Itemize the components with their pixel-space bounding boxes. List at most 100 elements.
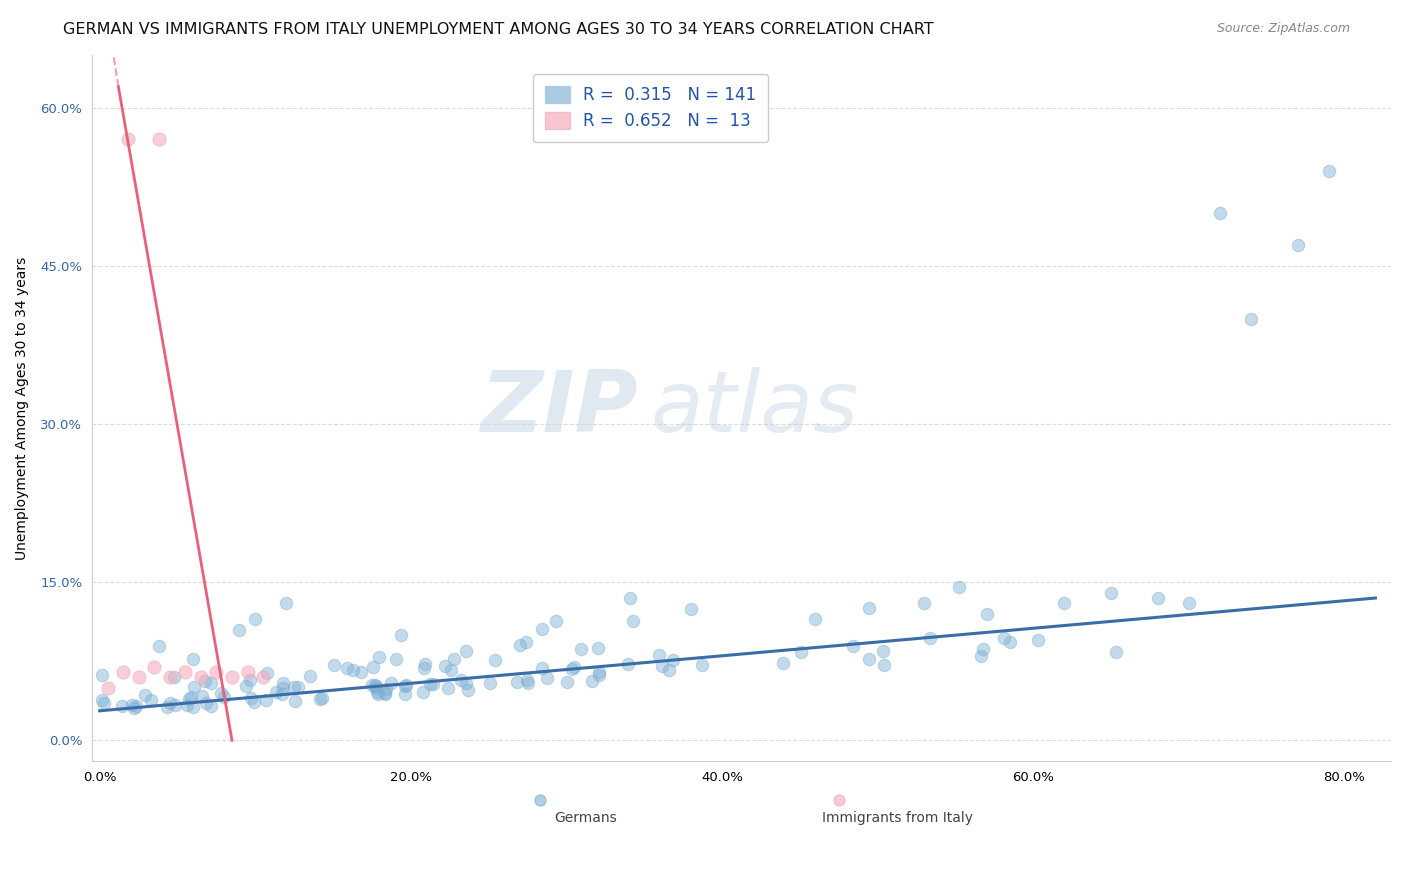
Point xyxy=(181,652,204,666)
Point xyxy=(311,691,333,706)
Point xyxy=(690,658,713,673)
Point xyxy=(569,641,592,656)
Point xyxy=(394,687,416,701)
Point xyxy=(391,628,413,642)
Legend: R =  0.315   N = 141, R =  0.652   N =  13: R = 0.315 N = 141, R = 0.652 N = 13 xyxy=(533,74,768,142)
Point xyxy=(90,693,112,707)
Point xyxy=(437,681,460,695)
Point xyxy=(948,581,970,595)
Point xyxy=(588,667,610,681)
Point xyxy=(322,658,344,673)
Point xyxy=(1317,164,1340,178)
Point xyxy=(433,659,456,673)
Text: Germans: Germans xyxy=(554,811,617,825)
Point xyxy=(619,591,641,605)
Point xyxy=(177,691,200,706)
Point xyxy=(658,663,681,677)
Point xyxy=(1000,635,1022,649)
Point xyxy=(128,670,150,684)
Point xyxy=(200,698,222,713)
Point xyxy=(336,661,359,675)
Point xyxy=(212,690,235,705)
Y-axis label: Unemployment Among Ages 30 to 34 years: Unemployment Among Ages 30 to 34 years xyxy=(15,257,30,560)
Point xyxy=(350,665,373,679)
Point xyxy=(284,694,307,708)
Point xyxy=(530,622,553,636)
Point xyxy=(96,681,118,695)
Point xyxy=(163,670,186,684)
Point xyxy=(148,639,170,653)
Point xyxy=(536,672,558,686)
Point xyxy=(209,685,232,699)
Point xyxy=(271,676,294,690)
Text: Source: ZipAtlas.com: Source: ZipAtlas.com xyxy=(1216,22,1350,36)
Point xyxy=(647,648,669,662)
Point xyxy=(546,614,568,628)
Point xyxy=(858,601,880,615)
Point xyxy=(872,643,894,657)
Point xyxy=(256,665,278,680)
Point xyxy=(385,652,408,666)
Point xyxy=(509,638,531,652)
Point xyxy=(772,657,794,671)
Point xyxy=(159,670,181,684)
Point xyxy=(205,665,228,679)
Point xyxy=(1146,591,1168,605)
Point xyxy=(588,665,610,680)
Point xyxy=(245,612,267,626)
Point xyxy=(298,669,321,683)
Point xyxy=(581,673,603,688)
Point xyxy=(374,686,396,700)
Point xyxy=(364,678,387,692)
Point xyxy=(125,698,148,713)
Point xyxy=(918,631,941,645)
Point xyxy=(515,634,537,648)
Point xyxy=(873,657,896,672)
Point xyxy=(121,698,143,713)
Point xyxy=(621,614,644,628)
Text: GERMAN VS IMMIGRANTS FROM ITALY UNEMPLOYMENT AMONG AGES 30 TO 34 YEARS CORRELATI: GERMAN VS IMMIGRANTS FROM ITALY UNEMPLOY… xyxy=(63,22,934,37)
Text: atlas: atlas xyxy=(651,367,859,450)
Point xyxy=(1099,586,1122,600)
Point xyxy=(163,698,186,712)
Point xyxy=(419,677,441,691)
Point xyxy=(342,663,364,677)
Point xyxy=(993,632,1015,646)
Point xyxy=(450,673,472,687)
Point xyxy=(366,681,388,695)
Point xyxy=(970,649,993,664)
Point xyxy=(617,657,640,672)
Point xyxy=(394,679,416,693)
Point xyxy=(679,601,702,615)
Point xyxy=(143,659,166,673)
Point xyxy=(190,670,212,684)
Point xyxy=(367,687,389,701)
Point xyxy=(506,675,529,690)
Point xyxy=(139,693,162,707)
Point xyxy=(252,670,274,684)
Point xyxy=(254,693,277,707)
Point xyxy=(564,660,586,674)
Point xyxy=(180,690,202,704)
Point xyxy=(361,659,384,673)
Point xyxy=(1286,238,1309,252)
Point xyxy=(842,639,865,653)
Point xyxy=(276,596,298,610)
Point xyxy=(112,665,135,679)
Point xyxy=(412,685,434,699)
Point xyxy=(367,650,389,665)
Point xyxy=(516,673,538,687)
Point xyxy=(361,678,384,692)
Text: Immigrants from Italy: Immigrants from Italy xyxy=(823,811,973,825)
Point xyxy=(191,690,214,704)
Point xyxy=(271,687,294,701)
Text: ZIP: ZIP xyxy=(479,367,637,450)
Point xyxy=(479,676,502,690)
Point xyxy=(1177,596,1199,610)
Point xyxy=(858,651,880,665)
Point xyxy=(194,673,217,688)
Point xyxy=(228,623,250,637)
Point xyxy=(1209,206,1232,220)
Point xyxy=(221,670,243,684)
Point xyxy=(287,680,309,694)
